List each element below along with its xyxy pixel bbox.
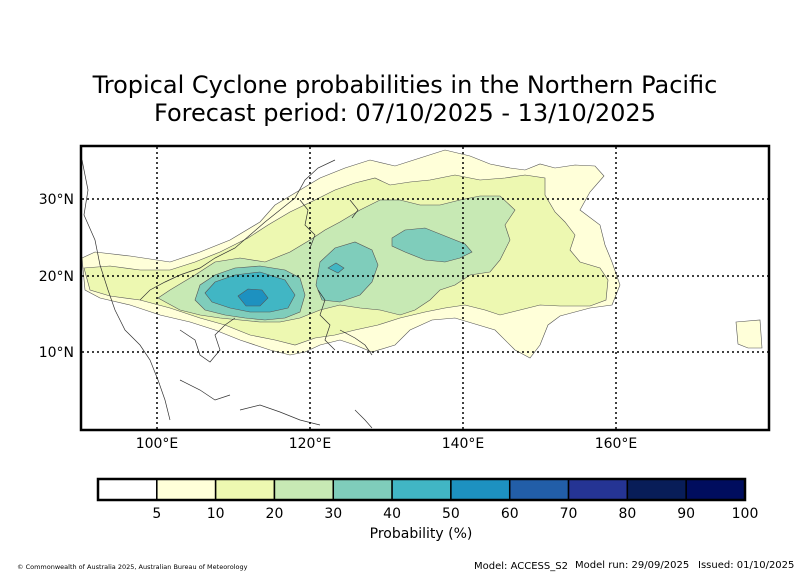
colorbar-segment (391, 478, 452, 501)
probability-area-50 (237, 288, 269, 307)
probability-area-30-center (315, 241, 379, 303)
model-run-date: Model run: 29/09/2025 (575, 560, 690, 571)
colorbar-segment (450, 478, 511, 501)
colorbar-segment (273, 478, 335, 501)
copyright-notice: © Commonwealth of Australia 2025, Austra… (17, 563, 248, 571)
forecast-period: Forecast period: 07/10/2025 - 13/10/2025 (154, 99, 656, 127)
colorbar-tick-label: 80 (618, 506, 636, 522)
issued-date: Issued: 01/10/2025 (698, 560, 795, 571)
coastlines (81, 159, 373, 429)
lon-tick-140: 140°E (442, 436, 485, 452)
colorbar-tick-label: 5 (152, 506, 161, 522)
lon-tick-100: 100°E (136, 436, 179, 452)
colorbar-tick-label: 10 (207, 506, 225, 522)
colorbar-tick-label: 40 (383, 506, 401, 522)
probability-area-40-small (327, 262, 345, 274)
colorbar (96, 477, 747, 502)
colorbar-ticks: 5 10 20 30 40 50 60 70 80 90 100 (152, 506, 758, 522)
colorbar-segment (567, 478, 629, 501)
colorbar-segment (214, 478, 276, 501)
chart-title: Tropical Cyclone probabilities in the No… (92, 71, 718, 99)
colorbar-tick-label: 90 (677, 506, 695, 522)
colorbar-tick-label: 30 (324, 506, 342, 522)
map-frame (79, 144, 771, 432)
colorbar-outline (96, 477, 747, 502)
probability-area-5-east (735, 319, 763, 349)
lat-tick-10: 10°N (39, 345, 74, 361)
colorbar-segment (332, 478, 393, 501)
colorbar-tick-label: 50 (442, 506, 460, 522)
lon-tick-160: 160°E (595, 436, 638, 452)
colorbar-segment (508, 478, 570, 501)
colorbar-tick-label: 60 (501, 506, 519, 522)
model-name: Model: ACCESS_S2 (474, 561, 568, 572)
colorbar-tick-label: 20 (266, 506, 284, 522)
colorbar-tick-label: 70 (560, 506, 578, 522)
probability-area-30-east (391, 227, 473, 263)
colorbar-label: Probability (%) (370, 526, 473, 542)
colorbar-segment (97, 478, 158, 501)
colorbar-segment (626, 478, 687, 501)
graticule (82, 147, 768, 429)
lon-tick-120: 120°E (289, 436, 332, 452)
lat-tick-30: 30°N (39, 192, 74, 208)
colorbar-tick-label: 100 (732, 506, 759, 522)
lat-tick-20: 20°N (39, 269, 74, 285)
colorbar-segment (685, 478, 746, 501)
colorbar-segment (156, 478, 217, 501)
